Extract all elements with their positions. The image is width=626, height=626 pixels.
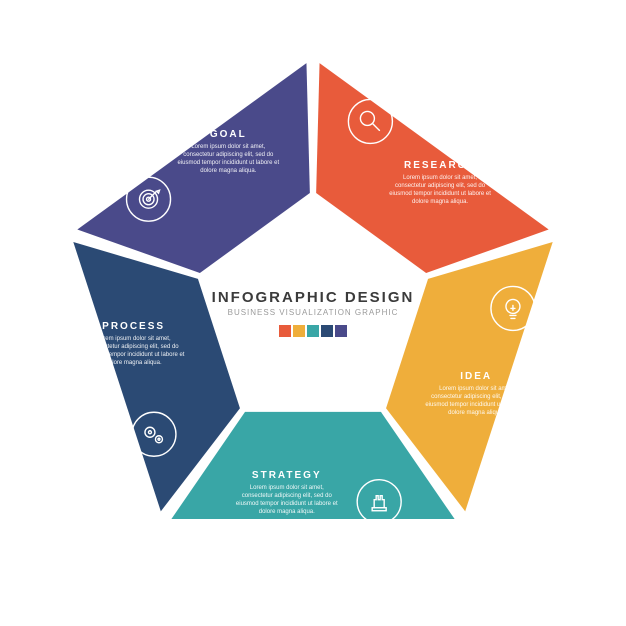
center-title: INFOGRAPHIC DESIGN bbox=[203, 289, 423, 306]
swatch-2 bbox=[307, 325, 319, 337]
center-subtitle: BUSINESS VISUALIZATION GRAPHIC bbox=[203, 308, 423, 317]
swatch-3 bbox=[321, 325, 333, 337]
swatch-4 bbox=[335, 325, 347, 337]
infographic-stage: INFOGRAPHIC DESIGN BUSINESS VISUALIZATIO… bbox=[0, 0, 626, 626]
swatch-1 bbox=[293, 325, 305, 337]
swatch-0 bbox=[279, 325, 291, 337]
center-block: INFOGRAPHIC DESIGN BUSINESS VISUALIZATIO… bbox=[203, 289, 423, 337]
segment-goal bbox=[77, 63, 310, 273]
color-swatches bbox=[203, 325, 423, 337]
segment-research bbox=[316, 63, 549, 273]
